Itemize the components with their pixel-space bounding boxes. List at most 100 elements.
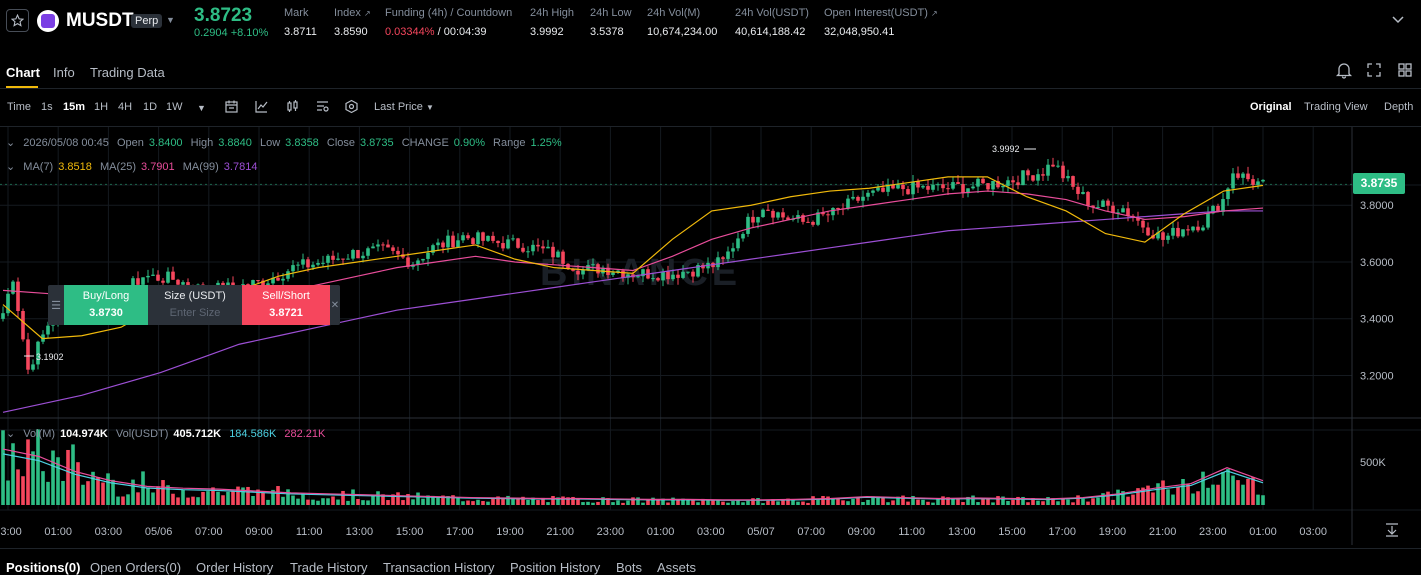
candle-body (831, 207, 835, 216)
candle-body (686, 271, 690, 273)
time-axis-label: 23:00 (0, 526, 22, 538)
collapse-icon[interactable]: ⌄ (6, 428, 16, 440)
candle-body (746, 216, 750, 234)
candle-body (1261, 179, 1265, 182)
volume-bar (1206, 487, 1210, 505)
scroll-to-latest-icon[interactable] (1386, 523, 1398, 537)
divider (0, 126, 1421, 127)
view-trading-view[interactable]: Trading View (1304, 101, 1368, 113)
close-icon[interactable]: ✕ (330, 299, 340, 311)
calendar-icon[interactable] (224, 99, 239, 114)
interval-1w[interactable]: 1W (166, 101, 183, 113)
tab-order-history[interactable]: Order History (196, 560, 274, 575)
collapse-icon[interactable]: ⌄ (6, 161, 16, 173)
volume-bar (131, 479, 135, 505)
view-original[interactable]: Original (1250, 101, 1292, 113)
time-label[interactable]: Time (7, 101, 32, 113)
sell-short-button[interactable]: Sell/Short 3.8721 (242, 285, 330, 325)
candle-body (961, 184, 965, 194)
buy-long-button[interactable]: Buy/Long 3.8730 (64, 285, 148, 325)
volume-bar (26, 439, 30, 505)
volume-bar (821, 495, 825, 505)
volume-bar (701, 498, 705, 505)
candle-body (461, 235, 465, 241)
candle-body (1136, 217, 1140, 221)
index-label[interactable]: Index ↗ (334, 7, 371, 19)
volume-bar (981, 498, 985, 505)
symbol-dropdown-icon[interactable]: ▼ (166, 15, 175, 25)
candle-body (541, 246, 545, 249)
volume-bar (936, 499, 940, 505)
volume-bar (1061, 498, 1065, 505)
symbol-name[interactable]: MUSDT (66, 10, 134, 31)
volume-bar (256, 489, 260, 505)
candle-body (946, 188, 950, 190)
time-axis-label: 15:00 (998, 526, 1026, 538)
interval-4h[interactable]: 4H (118, 101, 133, 113)
tab-open-orders[interactable]: Open Orders(0) (90, 560, 182, 575)
more-dropdown-icon[interactable] (1392, 13, 1404, 27)
candle-body (811, 221, 815, 225)
volume-bar (1031, 498, 1035, 505)
volume-bar (41, 471, 45, 505)
volume-bar (101, 482, 105, 505)
tab-position-history[interactable]: Position History (510, 560, 601, 575)
interval-15m[interactable]: 15m (63, 101, 86, 113)
candle-type-icon[interactable] (285, 99, 300, 114)
candle-body (751, 216, 755, 223)
candle-body (661, 271, 665, 281)
favorite-button[interactable] (6, 9, 29, 32)
layout-grid-icon[interactable] (1396, 61, 1414, 79)
volume-bar (306, 499, 310, 505)
price-chart[interactable]: 3.8000 3.6000 3.4000 3.2000 BINANCE 3.9992 3.1… (0, 127, 1421, 545)
drag-handle-icon[interactable]: ☰ (51, 299, 61, 312)
volume-bar (1131, 494, 1135, 505)
price-type-select[interactable]: Last Price ▼ (374, 101, 434, 113)
interval-dropdown-icon[interactable]: ▼ (197, 103, 206, 113)
tab-assets[interactable]: Assets (657, 560, 697, 575)
volume-bar (1246, 478, 1250, 505)
candle-body (276, 277, 280, 281)
interval-1d[interactable]: 1D (143, 101, 158, 113)
tab-info[interactable]: Info (53, 65, 75, 80)
indicator-icon[interactable] (254, 99, 269, 114)
candle-body (181, 282, 185, 285)
volume-bar (746, 500, 750, 505)
candle-body (476, 232, 480, 245)
volume-bar (241, 487, 245, 505)
close-value: 3.8735 (360, 137, 394, 149)
tab-trade-history[interactable]: Trade History (290, 560, 368, 575)
tab-positions[interactable]: Positions(0) (6, 560, 81, 575)
volume-bar (201, 491, 205, 505)
volume-bar (891, 500, 895, 505)
view-depth[interactable]: Depth (1384, 101, 1414, 113)
expand-icon[interactable] (1365, 61, 1383, 79)
candle-body (491, 235, 495, 241)
tab-bots[interactable]: Bots (616, 560, 643, 575)
tab-trading-data[interactable]: Trading Data (90, 65, 165, 80)
price-change: 0.2904 +8.10% (194, 27, 269, 39)
size-input[interactable]: Size (USDT) Enter Size (148, 285, 242, 325)
bell-icon[interactable] (1335, 61, 1353, 79)
settings-list-icon[interactable] (315, 99, 330, 114)
candle-body (761, 209, 765, 218)
collapse-icon[interactable]: ⌄ (6, 137, 16, 149)
interval-1s[interactable]: 1s (41, 101, 53, 113)
tab-chart[interactable]: Chart (6, 65, 40, 80)
tab-transaction-history[interactable]: Transaction History (383, 560, 495, 575)
volume-bar (76, 462, 80, 505)
volume-bar (776, 501, 780, 505)
volume-bar (1141, 487, 1145, 505)
candle-body (1251, 179, 1255, 185)
interval-1h[interactable]: 1H (94, 101, 109, 113)
template-icon[interactable] (344, 99, 359, 114)
candle-body (691, 271, 695, 277)
oi-label[interactable]: Open Interest(USDT) ↗ (824, 7, 938, 19)
time-axis-label: 05/07 (747, 526, 775, 538)
volume-bar (11, 443, 15, 505)
candle-body (251, 280, 255, 287)
volume-bar (596, 501, 600, 505)
volume-bar (816, 499, 820, 505)
volume-bar (481, 501, 485, 505)
volume-bar (361, 500, 365, 505)
